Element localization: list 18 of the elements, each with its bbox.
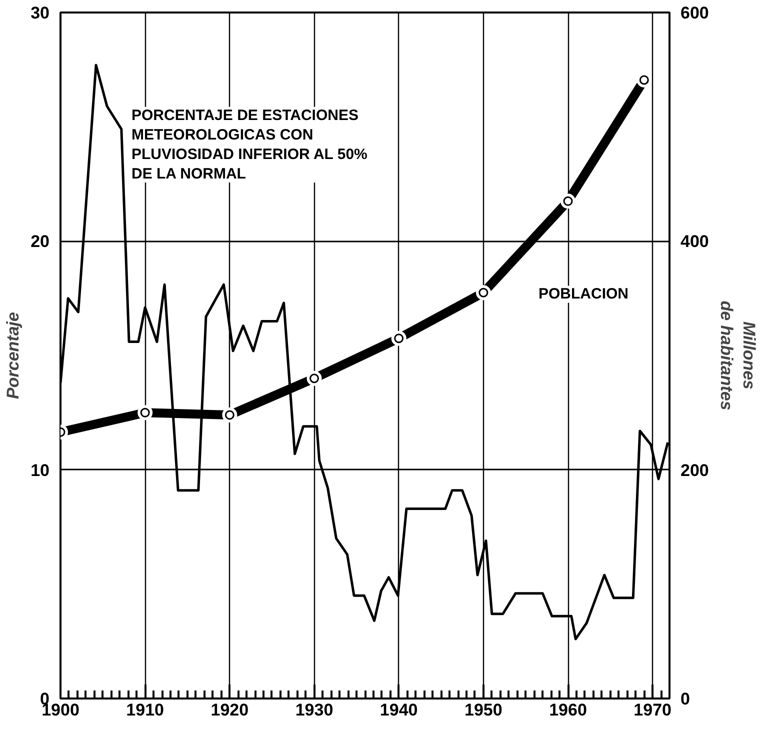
x-tick-label: 1950 xyxy=(464,700,502,720)
x-tick-label: 1910 xyxy=(126,700,164,720)
y-tick-label: 20 xyxy=(30,232,50,252)
series-label: PORCENTAJE DE ESTACIONES METEOROLOGICAS CON PLUVIOSIDAD INFERIOR AL 50% DE LA NORMAL xyxy=(132,106,368,182)
y2-tick-label: 400 xyxy=(680,232,709,252)
y2-axis-title: Millones de habitantes xyxy=(716,300,759,410)
y-axis-title: Porcentaje xyxy=(4,312,23,399)
x-tick-label: 1940 xyxy=(380,700,418,720)
x-tick-label: 1930 xyxy=(295,700,334,720)
y2-tick-label: 200 xyxy=(680,460,709,480)
x-tick-label: 1970 xyxy=(634,700,672,720)
y-tick-label: 30 xyxy=(30,4,50,22)
y2-tick-label: 600 xyxy=(680,4,709,22)
x-tick-label: 1960 xyxy=(549,700,587,720)
y2-tick-label: 0 xyxy=(680,690,690,708)
x-tick-label: 1920 xyxy=(210,700,249,720)
text: POBLACION xyxy=(538,286,628,303)
y-tick-label: 10 xyxy=(30,460,50,480)
